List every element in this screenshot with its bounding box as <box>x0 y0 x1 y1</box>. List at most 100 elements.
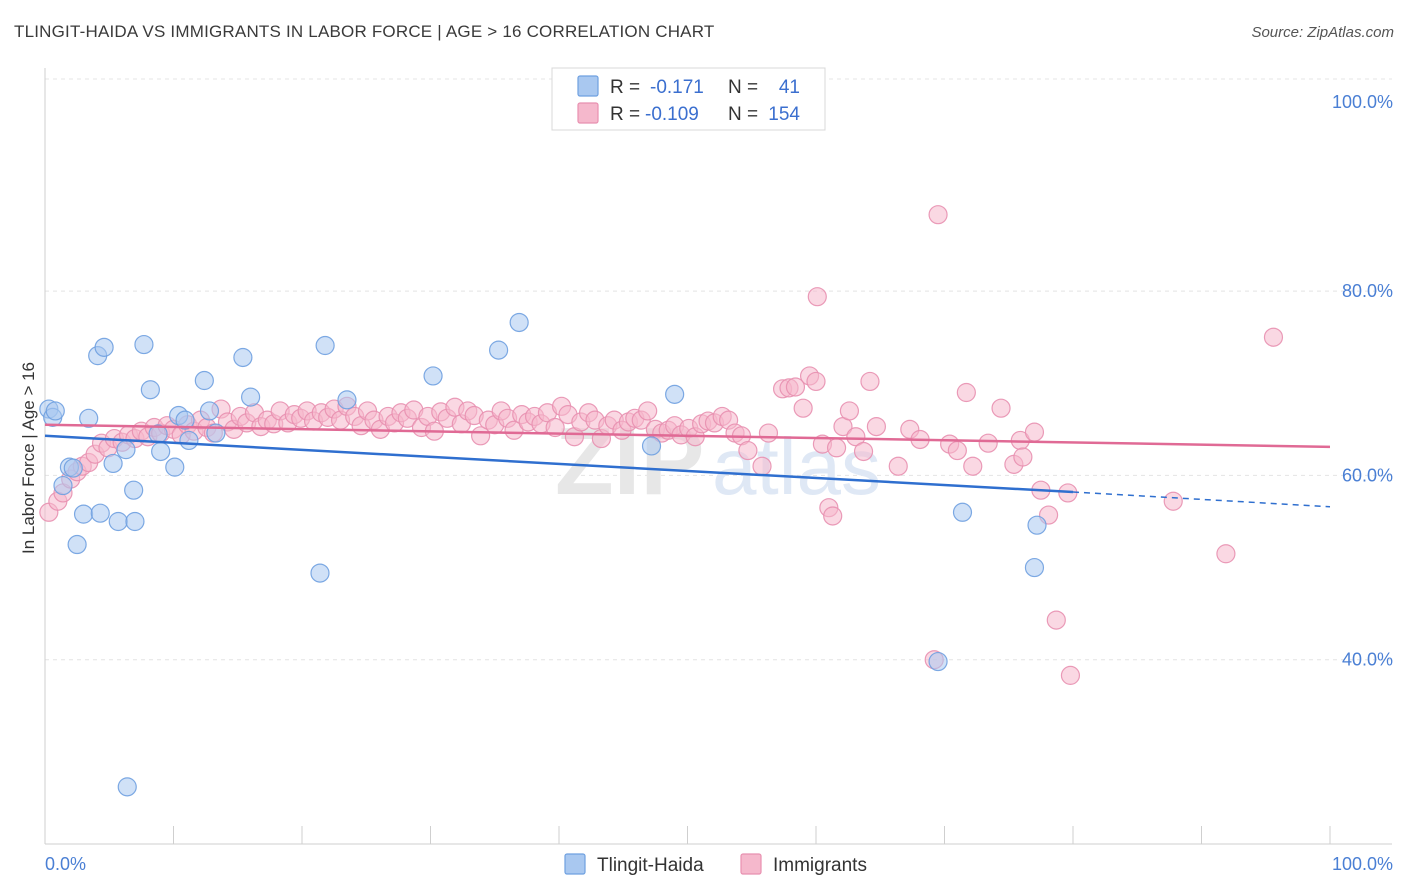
bottom-legend-swatch-tlingit-haida <box>564 853 586 875</box>
tlingit-haida-point <box>241 387 261 407</box>
tlingit-haida-points <box>39 312 1047 797</box>
x-tick-label-start: 0.0% <box>45 854 86 874</box>
chart-title: TLINGIT-HAIDA VS IMMIGRANTS IN LABOR FOR… <box>14 22 715 41</box>
immigrants-point <box>752 456 772 476</box>
immigrants-point <box>1046 610 1066 630</box>
tlingit-haida-point <box>165 457 185 477</box>
immigrants-point <box>1024 422 1045 442</box>
tlingit-haida-point <box>108 511 128 532</box>
tlingit-haida-point <box>665 384 685 404</box>
immigrants-point <box>807 287 827 307</box>
stats-legend: R = -0.171 N = 41 R = -0.109 N = 154 <box>551 67 826 131</box>
immigrants-point <box>1163 491 1183 511</box>
immigrants-point <box>826 438 847 458</box>
tlingit-haida-point <box>117 777 137 797</box>
tlingit-haida-point <box>233 347 253 368</box>
immigrants-point <box>963 456 983 476</box>
bottom-legend-swatch-immigrants <box>740 853 762 875</box>
immigrants-point <box>738 440 758 461</box>
tlingit-haida-point <box>194 370 214 391</box>
tlingit-haida-point <box>79 408 99 428</box>
legend-n-value-2: 154 <box>768 104 800 125</box>
tlingit-haida-point <box>175 410 195 430</box>
tlingit-haida-point <box>337 390 357 410</box>
y-tick-label: 80.0% <box>1342 281 1393 301</box>
immigrants-point <box>793 398 813 418</box>
tlingit-haida-point <box>315 335 335 356</box>
immigrants-point <box>545 417 565 438</box>
immigrants-point <box>1013 447 1033 467</box>
immigrants-point <box>823 506 843 526</box>
immigrants-point <box>806 371 826 392</box>
tlingit-haida-point <box>53 475 73 496</box>
legend-r-label-2: R = <box>610 104 640 125</box>
legend-swatch-tlingit-haida <box>577 75 599 97</box>
trend-lines <box>44 423 1331 508</box>
tlingit-haida-point <box>140 380 160 400</box>
tlingit-haida-point <box>199 401 220 421</box>
legend-n-label-2: N = <box>728 104 758 125</box>
immigrants-point <box>978 433 998 453</box>
immigrants-point <box>853 441 874 462</box>
trend-line-immigrants <box>44 423 1331 449</box>
tlingit-haida-point <box>63 458 83 478</box>
tlingit-haida-point <box>1024 557 1045 578</box>
tlingit-haida-point <box>116 440 136 460</box>
bottom-legend-tlingit-haida: Tlingit-Haida <box>597 855 704 876</box>
tlingit-haida-point <box>67 534 87 555</box>
tlingit-haida-point <box>103 453 123 474</box>
y-tick-label: 60.0% <box>1342 465 1393 485</box>
immigrants-point <box>839 401 860 421</box>
tlingit-haida-point <box>151 441 171 462</box>
tlingit-haida-point <box>928 651 948 672</box>
tlingit-haida-point <box>952 502 973 522</box>
immigrants-point <box>866 416 886 437</box>
immigrants-point <box>758 423 779 443</box>
tlingit-haida-point <box>94 337 114 357</box>
tlingit-haida-point <box>489 340 509 360</box>
immigrants-point <box>785 377 806 397</box>
immigrants-point <box>638 401 658 421</box>
legend-r-label-1: R = <box>610 77 640 98</box>
y-tick-label: 40.0% <box>1342 650 1393 670</box>
tlingit-haida-point <box>310 563 330 583</box>
legend-r-value-1: -0.171 <box>650 77 704 98</box>
tlingit-haida-point <box>45 401 65 421</box>
immigrants-point <box>888 456 908 476</box>
immigrants-point <box>1060 665 1081 685</box>
tlingit-haida-point <box>641 436 662 456</box>
source-label: Source: ZipAtlas.com <box>1251 24 1394 41</box>
y-axis-label: In Labor Force | Age > 16 <box>19 362 38 554</box>
legend-n-label-1: N = <box>728 77 758 98</box>
immigrants-point <box>1216 544 1236 564</box>
tlingit-haida-point <box>1027 515 1047 535</box>
immigrants-point <box>991 398 1011 418</box>
immigrants-point <box>504 420 524 440</box>
bottom-legend-immigrants: Immigrants <box>773 855 867 876</box>
tlingit-haida-point <box>73 504 94 524</box>
y-tick-label: 100.0% <box>1332 92 1393 112</box>
tlingit-haida-point <box>124 480 144 500</box>
legend-r-value-2: -0.109 <box>645 104 699 125</box>
x-tick-labels: 0.0% 100.0% <box>45 854 1393 874</box>
tlingit-haida-point <box>134 334 154 355</box>
tlingit-haida-point <box>90 503 110 523</box>
legend-n-value-1: 41 <box>779 77 800 98</box>
trend-line-tlingit-haida <box>44 434 1074 494</box>
y-tick-labels: 40.0% 60.0% 80.0% 100.0% <box>1332 92 1393 670</box>
immigrants-point <box>860 371 880 392</box>
x-tick-label-end: 100.0% <box>1332 854 1393 874</box>
tlingit-haida-point <box>423 366 443 386</box>
immigrants-point <box>947 440 967 461</box>
grid-lines <box>45 78 1392 661</box>
tlingit-haida-point <box>509 312 529 333</box>
series-legend: Tlingit-Haida Immigrants <box>564 853 867 876</box>
axes <box>44 68 1392 845</box>
immigrants-point <box>846 427 866 447</box>
immigrants-point <box>928 205 948 225</box>
tlingit-haida-point <box>179 430 199 451</box>
immigrants-point <box>956 382 976 403</box>
tlingit-haida-point <box>125 511 145 532</box>
legend-swatch-immigrants <box>577 102 599 124</box>
